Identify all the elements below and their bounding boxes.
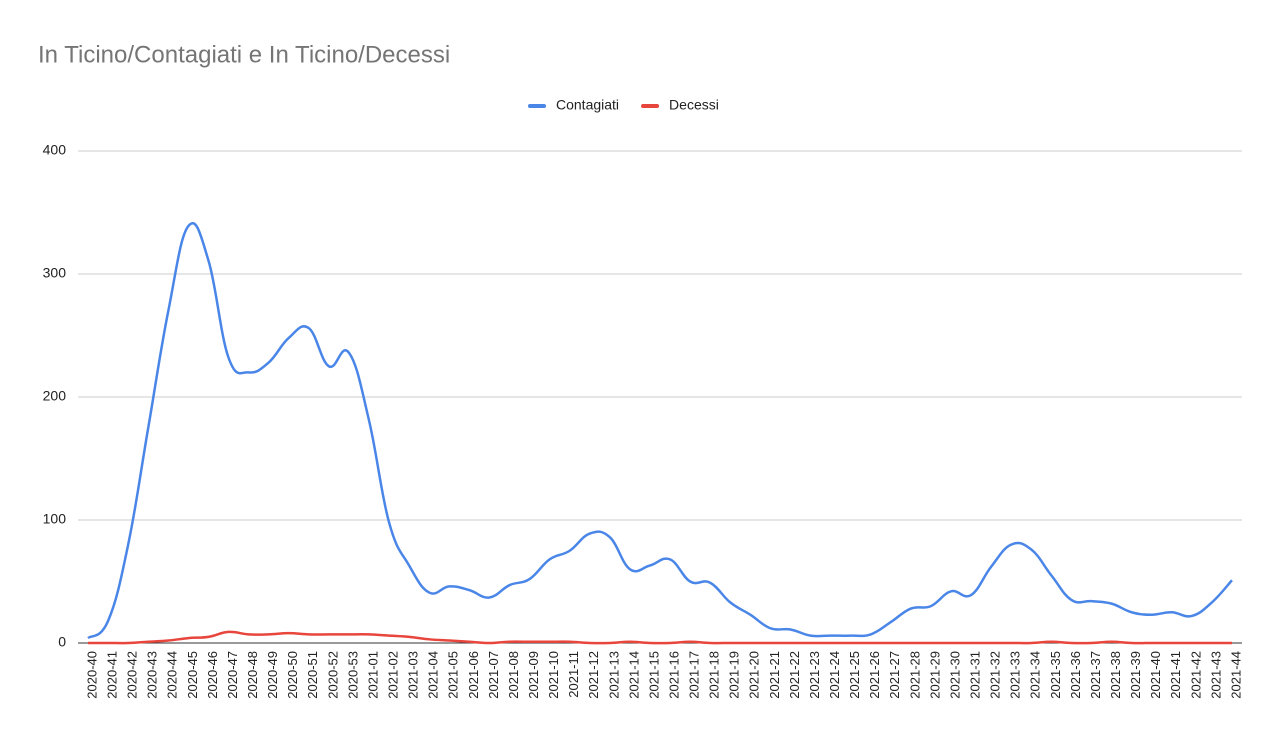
x-tick-label: 2021-29 [927,651,942,699]
x-tick-label: 2021-01 [365,651,380,699]
x-tick-label: 2021-24 [827,651,842,699]
x-tick-label: 2021-21 [767,651,782,699]
x-tick-label: 2020-50 [285,651,300,699]
x-tick-label: 2021-14 [626,651,641,699]
x-tick-label: 2021-17 [687,651,702,699]
x-tick-label: 2021-36 [1068,651,1083,699]
x-tick-label: 2021-28 [907,651,922,699]
x-tick-label: 2020-46 [205,651,220,699]
line-series [87,222,1233,640]
y-tick-label: 200 [43,388,67,404]
x-tick-label: 2021-02 [386,651,401,699]
x-tick-label: 2021-34 [1028,651,1043,699]
x-tick-label: 2021-41 [1168,651,1183,699]
x-tick-label: 2021-26 [867,651,882,699]
line-series [88,630,1232,645]
x-tick-label: 2021-40 [1148,651,1163,699]
x-tick-label: 2021-12 [586,651,601,699]
y-tick-label: 400 [43,142,67,158]
x-tick-label: 2021-43 [1208,651,1223,699]
x-tick-label: 2021-04 [426,651,441,699]
x-tick-label: 2021-31 [968,651,983,699]
x-tick-label: 2021-35 [1048,651,1063,699]
x-tick-label: 2020-45 [185,651,200,699]
x-tick-label: 2021-25 [847,651,862,699]
x-tick-label: 2020-53 [345,651,360,699]
x-tick-label: 2021-38 [1108,651,1123,699]
x-tick-label: 2020-40 [84,651,99,699]
x-tick-label: 2021-11 [566,651,581,698]
x-tick-label: 2021-19 [727,651,742,699]
x-tick-label: 2020-52 [325,651,340,699]
x-tick-label: 2021-27 [887,651,902,699]
x-tick-label: 2021-22 [787,651,802,699]
x-tick-label: 2021-42 [1188,651,1203,699]
y-tick-label: 100 [43,511,67,527]
x-tick-label: 2021-08 [506,651,521,699]
x-tick-label: 2021-07 [486,651,501,699]
x-tick-label: 2020-44 [165,651,180,699]
legend-label: Contagiati [556,97,619,113]
x-tick-label: 2021-09 [526,651,541,699]
x-tick-label: 2021-10 [546,651,561,699]
legend-label: Decessi [669,97,719,113]
x-tick-label: 2021-15 [646,651,661,699]
y-tick-label: 0 [58,634,66,650]
x-tick-label: 2021-13 [606,651,621,699]
x-tick-label: 2021-32 [988,651,1003,699]
x-tick-label: 2020-47 [225,651,240,699]
x-tick-label: 2021-18 [707,651,722,699]
x-tick-label: 2021-20 [747,651,762,699]
x-tick-label: 2020-48 [245,651,260,699]
x-tick-label: 2021-44 [1228,651,1243,699]
x-tick-label: 2021-16 [666,651,681,699]
x-tick-label: 2021-06 [466,651,481,699]
x-tick-label: 2020-41 [105,651,120,699]
x-tick-label: 2021-05 [446,651,461,699]
x-tick-label: 2021-33 [1008,651,1023,699]
x-tick-label: 2021-03 [406,651,421,699]
x-tick-label: 2021-39 [1128,651,1143,699]
x-tick-label: 2020-51 [305,651,320,699]
x-tick-label: 2020-42 [125,651,140,699]
x-tick-label: 2020-49 [265,651,280,699]
chart-title: In Ticino/Contagiati e In Ticino/Decessi [38,41,450,68]
x-tick-label: 2021-30 [947,651,962,699]
x-tick-label: 2021-23 [807,651,822,699]
y-tick-label: 300 [43,265,67,281]
x-tick-label: 2021-37 [1088,651,1103,699]
x-tick-label: 2020-43 [145,651,160,699]
